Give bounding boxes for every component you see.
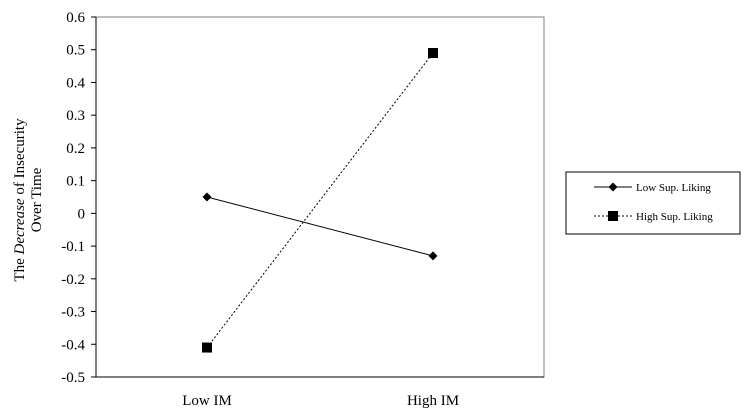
- y-tick-label: 0.4: [66, 75, 85, 91]
- y-tick-label: -0.1: [61, 239, 85, 255]
- y-axis-title-part: Over Time: [29, 167, 45, 232]
- y-tick-label: 0.1: [66, 174, 85, 190]
- y-axis-tick-labels: 0.6 0.5 0.4 0.3 0.2 0.1 0 -0.1 -0.2 -0.3 -0.4 -0.5: [61, 10, 85, 386]
- marker-square-legend: [608, 211, 618, 221]
- x-tick-label: High IM: [407, 393, 459, 409]
- x-tick-label: Low IM: [182, 393, 232, 409]
- y-tick-label: 0.3: [66, 108, 85, 124]
- y-tick-label: -0.4: [61, 337, 85, 353]
- marker-square: [428, 48, 438, 58]
- y-axis-title-part: Decrease: [12, 198, 28, 255]
- marker-square: [202, 343, 212, 353]
- y-axis-title-part: The: [12, 255, 28, 282]
- y-tick-label: 0.6: [66, 10, 85, 26]
- y-tick-label: 0.2: [66, 141, 85, 157]
- y-axis-title-line: Over Time: [29, 167, 45, 232]
- legend-label: High Sup. Liking: [636, 211, 713, 223]
- y-axis-title-part: of Insecurity: [12, 118, 28, 198]
- y-tick-label: 0: [78, 206, 86, 222]
- y-tick-label: -0.2: [61, 272, 85, 288]
- x-axis-tick-labels: Low IM High IM: [182, 393, 459, 409]
- y-tick-label: 0.5: [66, 43, 85, 59]
- y-axis-title: The Decrease of InsecurityOver Time: [12, 118, 45, 282]
- y-axis-ticks: [91, 17, 96, 377]
- legend: Low Sup. Liking High Sup. Liking: [566, 172, 740, 234]
- y-axis-title-line: The Decrease of Insecurity: [12, 118, 28, 282]
- legend-label: Low Sup. Liking: [636, 182, 711, 194]
- y-tick-label: -0.3: [61, 305, 85, 321]
- plot-area: [96, 17, 544, 377]
- y-tick-label: -0.5: [61, 370, 85, 386]
